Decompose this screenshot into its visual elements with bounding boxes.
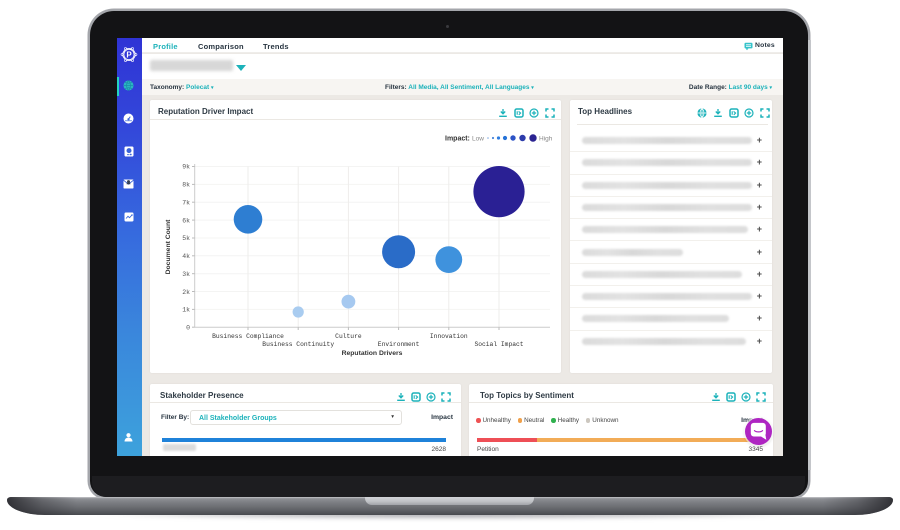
svg-text:Business Continuity: Business Continuity <box>262 341 334 348</box>
svg-text:Reputation Drivers: Reputation Drivers <box>342 350 403 357</box>
svg-text:2k: 2k <box>182 289 190 296</box>
svg-text:P: P <box>126 50 132 59</box>
svg-text:3k: 3k <box>182 271 190 278</box>
svg-text:Impact:: Impact: <box>445 136 470 143</box>
svg-text:1k: 1k <box>182 307 190 314</box>
svg-text:0: 0 <box>186 325 190 332</box>
svg-text:High: High <box>539 136 553 143</box>
svg-text:5k: 5k <box>182 235 190 242</box>
svg-text:Culture: Culture <box>335 333 362 340</box>
svg-text:9k: 9k <box>182 164 190 171</box>
svg-text:Social Impact: Social Impact <box>474 341 523 348</box>
svg-text:Document Count: Document Count <box>165 219 172 274</box>
svg-text:Innovation: Innovation <box>430 333 468 340</box>
svg-text:7k: 7k <box>182 200 190 207</box>
svg-text:Low: Low <box>472 136 484 143</box>
svg-text:6k: 6k <box>182 217 190 224</box>
svg-text:Business Compliance: Business Compliance <box>212 333 284 340</box>
svg-text:Environment: Environment <box>378 341 420 348</box>
svg-text:4k: 4k <box>182 253 190 260</box>
svg-text:8k: 8k <box>182 182 190 189</box>
